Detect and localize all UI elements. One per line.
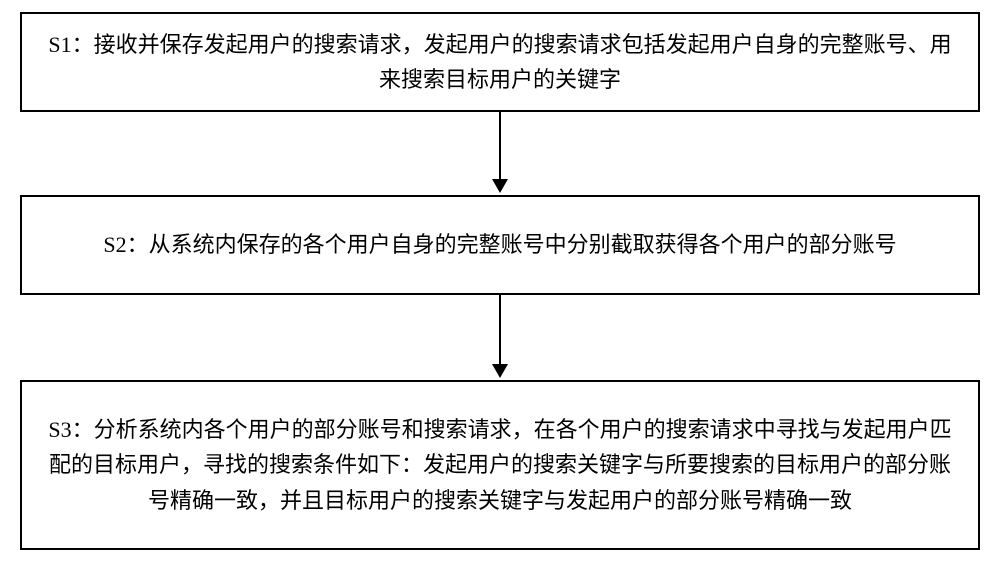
arrow-line (499, 112, 501, 179)
flowchart-node-s3: S3：分析系统内各个用户的部分账号和搜索请求，在各个用户的搜索请求中寻找与发起用… (20, 380, 980, 550)
arrow-head-icon (492, 179, 508, 193)
node-text: S3：分析系统内各个用户的部分账号和搜索请求，在各个用户的搜索请求中寻找与发起用… (42, 412, 958, 518)
flowchart-node-s1: S1：接收并保存发起用户的搜索请求，发起用户的搜索请求包括发起用户自身的完整账号… (20, 12, 980, 112)
node-text: S2：从系统内保存的各个用户自身的完整账号中分别截取获得各个用户的部分账号 (103, 227, 896, 262)
arrow-line (499, 295, 501, 364)
node-text: S1：接收并保存发起用户的搜索请求，发起用户的搜索请求包括发起用户自身的完整账号… (42, 27, 958, 97)
flowchart-node-s2: S2：从系统内保存的各个用户自身的完整账号中分别截取获得各个用户的部分账号 (20, 195, 980, 295)
flowchart-arrow-s1-s2 (492, 112, 508, 193)
arrow-head-icon (492, 364, 508, 378)
flowchart-canvas: S1：接收并保存发起用户的搜索请求，发起用户的搜索请求包括发起用户自身的完整账号… (0, 0, 1000, 565)
flowchart-arrow-s2-s3 (492, 295, 508, 378)
